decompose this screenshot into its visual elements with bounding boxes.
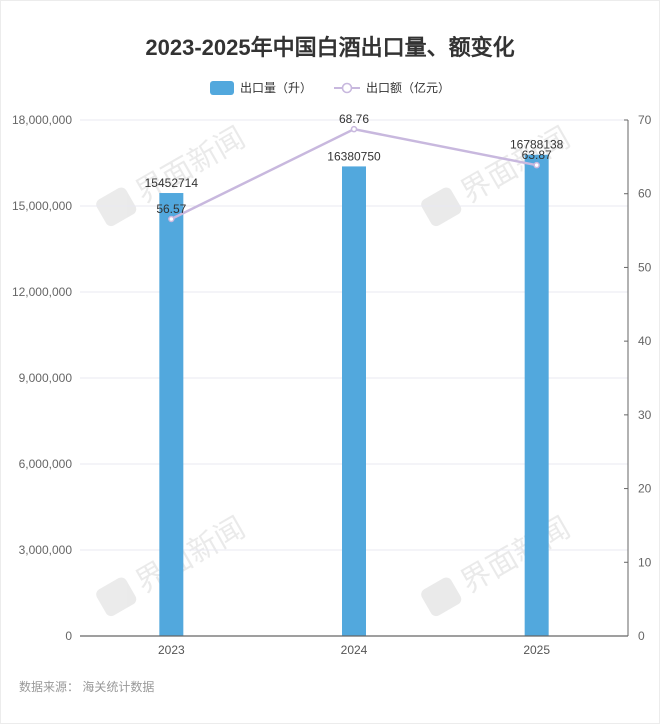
bar-2025[interactable] [524, 154, 549, 636]
line-value-label: 63.87 [522, 148, 552, 162]
watermark: 界面新闻 [421, 511, 576, 617]
chart-title: 2023-2025年中国白酒出口量、额变化 [145, 35, 515, 60]
y-right-tick: 40 [638, 334, 652, 348]
y-right-tick: 0 [638, 629, 645, 643]
line-point-2023[interactable] [168, 215, 175, 223]
y-left-tick: 3,000,000 [19, 543, 73, 557]
x-tick: 2024 [341, 643, 368, 657]
y-right-tick: 70 [638, 113, 652, 127]
y-left-tick: 6,000,000 [19, 457, 73, 471]
y-right-tick: 50 [638, 260, 652, 274]
svg-text:界面新闻: 界面新闻 [130, 121, 250, 210]
data-source: 数据来源： 海关统计数据 [19, 680, 155, 694]
svg-text:界面新闻: 界面新闻 [455, 511, 575, 600]
y-left-tick: 15,000,000 [12, 199, 72, 213]
y-right-tick: 10 [638, 555, 652, 569]
bar-2023[interactable] [159, 193, 184, 636]
y-right-tick: 60 [638, 187, 652, 201]
legend-label-volume: 出口量（升） [239, 81, 312, 95]
y-left-tick: 18,000,000 [12, 113, 72, 127]
legend-item-value[interactable]: 出口额（亿元） [334, 79, 450, 96]
chart-legend: 出口量（升） 出口额（亿元） [0, 79, 660, 96]
y-left-tick: 9,000,000 [19, 371, 73, 385]
y-right-tick: 30 [638, 408, 652, 422]
bar-value-label: 16788138 [510, 138, 564, 152]
x-tick: 2023 [158, 643, 185, 657]
y-left-tick: 0 [65, 629, 72, 643]
bar-value-label: 16380750 [327, 149, 381, 163]
line-value-label: 56.57 [156, 202, 186, 216]
y-left-tick: 12,000,000 [12, 285, 72, 299]
bar-swatch-icon [209, 80, 234, 95]
line-value-label: 68.76 [339, 112, 369, 126]
line-point-2024[interactable] [350, 125, 358, 133]
legend-label-value: 出口额（亿元） [366, 81, 451, 95]
bar-2024[interactable] [342, 166, 366, 636]
y-right-tick: 20 [638, 482, 652, 496]
svg-text:界面新闻: 界面新闻 [130, 511, 250, 600]
bar-value-label: 15452714 [145, 176, 199, 190]
line-point-2025[interactable] [533, 161, 540, 169]
line-swatch-icon [334, 82, 360, 93]
legend-item-volume[interactable]: 出口量（升） [209, 79, 312, 96]
svg-text:界面新闻: 界面新闻 [455, 121, 575, 210]
x-tick: 2025 [523, 643, 550, 657]
